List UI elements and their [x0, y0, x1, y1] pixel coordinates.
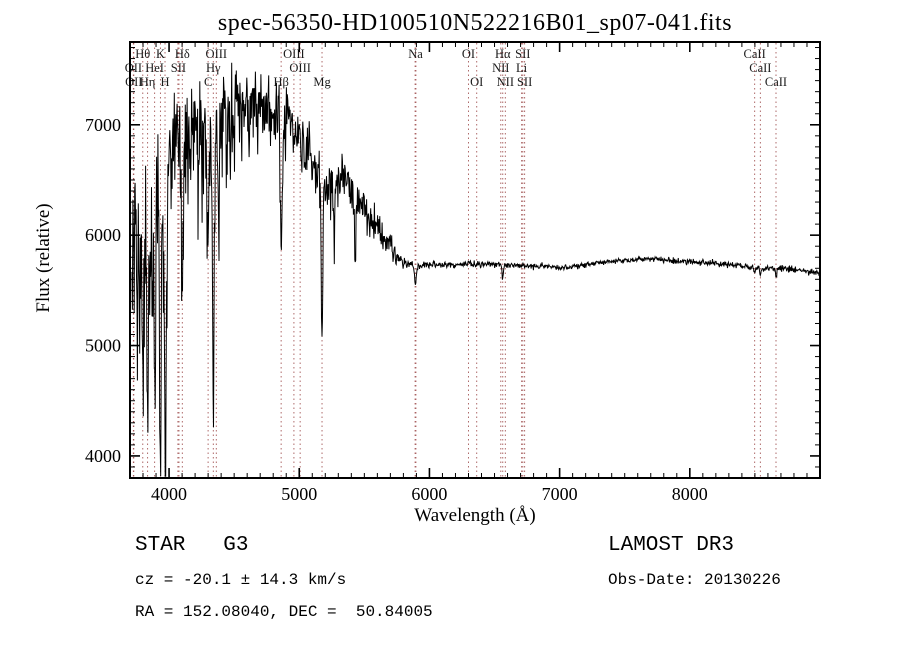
spectral-line-label: Hβ — [273, 75, 288, 89]
cz-text: cz = -20.1 ± 14.3 km/s — [135, 571, 347, 589]
spectral-line-label: K — [156, 47, 165, 61]
x-tick-label: 5000 — [281, 484, 317, 504]
spectral-line-label: HeI — [145, 61, 164, 75]
spectral-line-label: NII — [497, 75, 514, 89]
x-tick-label: 6000 — [411, 484, 447, 504]
spectral-line-label: H — [161, 75, 170, 89]
survey-text: LAMOST DR3 — [608, 534, 735, 557]
spectral-line-label: CaII — [765, 75, 787, 89]
obs-date-text: Obs-Date: 20130226 — [608, 571, 781, 589]
spectral-line-label: Hη — [140, 75, 156, 89]
radec-text: RA = 152.08040, DEC = 50.84005 — [135, 603, 433, 621]
spectral-line-label: Hδ — [175, 47, 190, 61]
spectral-line-label: NII — [492, 61, 509, 75]
plot-title: spec-56350-HD100510N522216B01_sp07-041.f… — [217, 10, 733, 36]
spectral-line-label: OI — [462, 47, 475, 61]
spectral-line-label: Hα — [495, 47, 511, 61]
spectral-line-label: C — [204, 75, 212, 89]
spectral-line-label: SII — [517, 75, 532, 89]
spectral-line-label: Hγ — [206, 61, 221, 75]
spectral-line-label: OI — [470, 75, 483, 89]
spectral-line-label: OIII — [283, 47, 305, 61]
object-class-text: STAR G3 — [135, 534, 249, 557]
spectral-line-label: Na — [408, 47, 423, 61]
spectral-line-label: Hθ — [135, 47, 150, 61]
x-tick-label: 8000 — [672, 484, 708, 504]
spectral-line-label: OIII — [289, 61, 311, 75]
y-tick-label: 6000 — [85, 225, 121, 245]
y-tick-label: 5000 — [85, 336, 121, 356]
plot-frame — [129, 41, 821, 479]
x-axis-label: Wavelength (Å) — [414, 505, 536, 526]
spectral-line-label: Mg — [313, 75, 331, 89]
spectral-line-label: CaII — [749, 61, 771, 75]
spectral-line-label: OII — [125, 61, 142, 75]
spectral-line-label: CaII — [744, 47, 766, 61]
spectral-line-label: SII — [515, 47, 530, 61]
spectrum-path — [131, 62, 820, 477]
y-tick-label: 4000 — [85, 446, 121, 466]
x-tick-label: 4000 — [151, 484, 187, 504]
spectral-line-label: OIII — [206, 47, 228, 61]
spectral-line-label: SII — [171, 61, 186, 75]
y-tick-label: 7000 — [85, 115, 121, 135]
x-tick-label: 7000 — [542, 484, 578, 504]
spectral-line-label: Li — [516, 61, 528, 75]
